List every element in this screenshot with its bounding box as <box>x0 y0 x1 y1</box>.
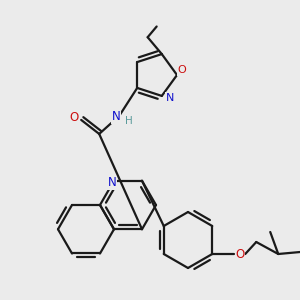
Text: O: O <box>178 65 186 75</box>
Text: H: H <box>125 116 133 126</box>
Text: O: O <box>236 248 245 262</box>
Text: N: N <box>108 176 116 189</box>
Text: N: N <box>166 93 174 103</box>
Text: N: N <box>112 110 121 123</box>
Text: O: O <box>70 111 79 124</box>
